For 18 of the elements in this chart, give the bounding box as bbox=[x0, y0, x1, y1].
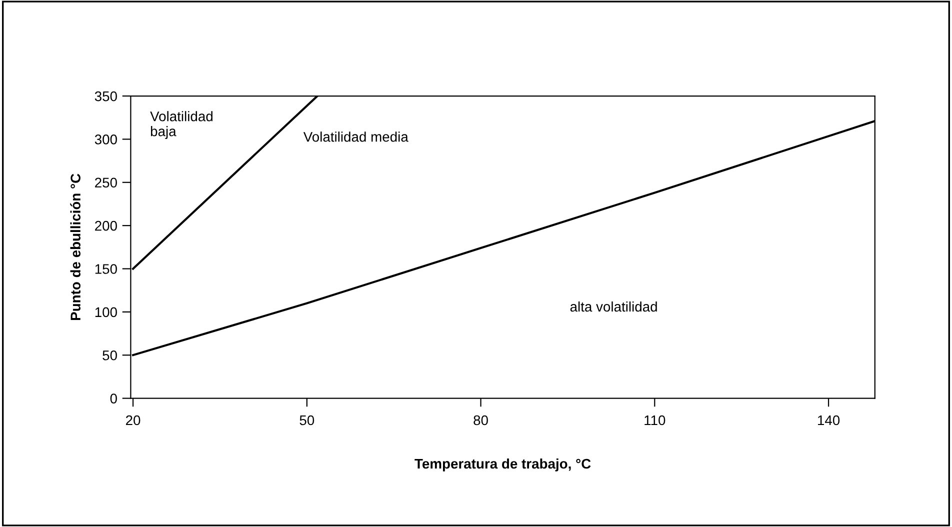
annotation: Volatilidad media bbox=[303, 132, 408, 142]
y-tick-label: 150 bbox=[95, 264, 117, 274]
y-tick-label: 300 bbox=[94, 134, 117, 144]
y-tick-label: 200 bbox=[95, 220, 117, 231]
x-tick-label: 20 bbox=[126, 415, 140, 426]
x-tick-label: 110 bbox=[644, 415, 666, 426]
x-tick-label: 140 bbox=[818, 415, 840, 426]
y-tick-label: 100 bbox=[95, 307, 117, 318]
y-tick-label: 50 bbox=[102, 350, 117, 360]
y-axis-title: Punto de ebullición °C bbox=[70, 174, 80, 320]
annotation: alta volatilidad bbox=[570, 301, 657, 312]
annotation: Volatilidad baja bbox=[150, 111, 212, 139]
x-tick-label: 50 bbox=[300, 415, 314, 426]
x-tick-label: 80 bbox=[474, 415, 488, 426]
x-axis-title: Temperatura de trabajo, °C bbox=[414, 458, 591, 472]
y-tick-label: 250 bbox=[95, 178, 117, 188]
y-tick-label: 350 bbox=[94, 91, 117, 102]
y-tick-label: 0 bbox=[110, 394, 117, 404]
